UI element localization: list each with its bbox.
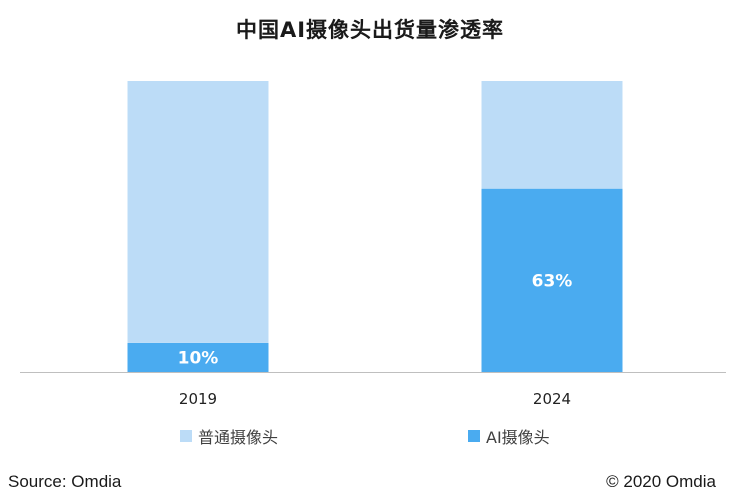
bar-ai-camera-2019 xyxy=(127,342,269,372)
legend-item-ai-camera: AI摄像头 xyxy=(468,424,550,448)
source-note: Source: Omdia xyxy=(8,472,122,491)
legend-swatch-normal-camera xyxy=(180,430,192,442)
chart-title: 中国AI摄像头出货量渗透率 xyxy=(235,18,505,42)
legend-swatch-ai-camera xyxy=(468,430,480,442)
stacked-bar-chart: 10% 2019 63% 2024 xyxy=(20,81,726,408)
bar-normal-camera-2019 xyxy=(127,81,269,343)
x-tick-label-2024: 2024 xyxy=(533,390,571,408)
legend-label-normal-camera: 普通摄像头 xyxy=(198,428,279,447)
bar-ai-camera-2024 xyxy=(481,188,623,372)
bar-normal-camera-2024 xyxy=(481,81,623,189)
legend: 普通摄像头 AI摄像头 xyxy=(0,424,740,450)
legend-item-normal-camera: 普通摄像头 xyxy=(180,424,278,448)
data-label-ai-camera-2024: 63% xyxy=(532,271,573,291)
x-tick-label-2019: 2019 xyxy=(179,390,217,408)
legend-label-ai-camera: AI摄像头 xyxy=(486,428,550,447)
data-label-ai-camera-2019: 10% xyxy=(178,348,219,368)
copyright-note: © 2020 Omdia xyxy=(606,472,716,491)
